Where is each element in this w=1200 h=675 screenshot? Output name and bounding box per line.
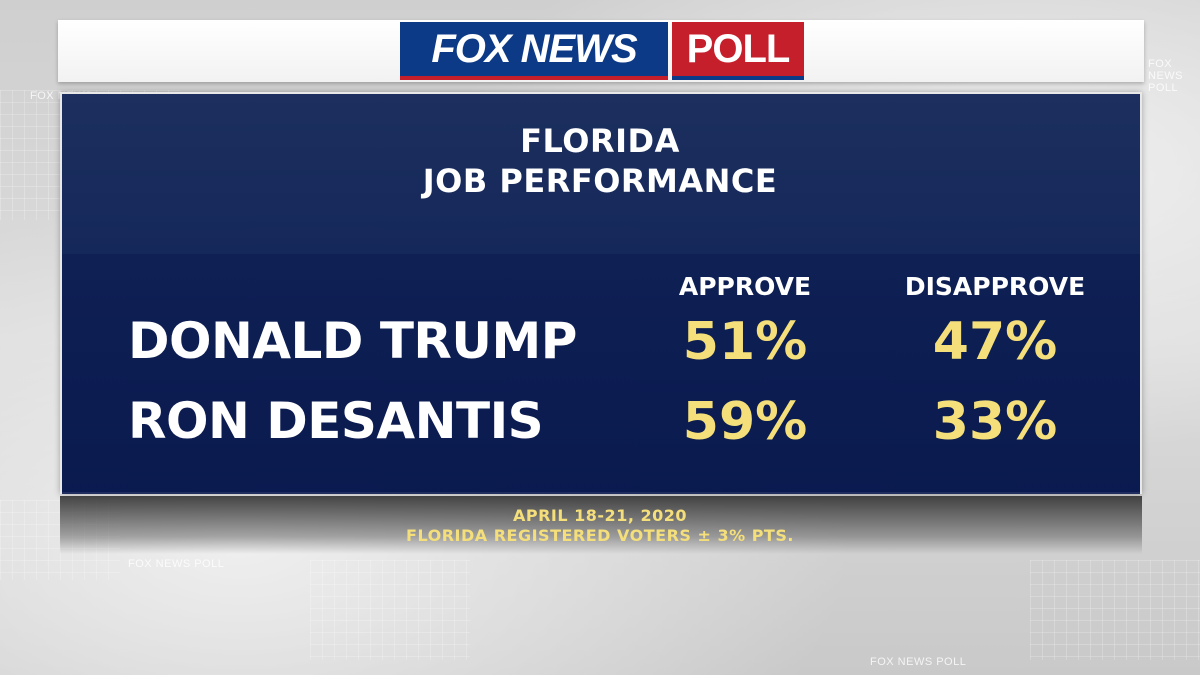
poll-results-panel bbox=[60, 92, 1142, 494]
fox-news-logo-text: FOX NEWS bbox=[431, 26, 637, 71]
candidate-name-trump: DONALD TRUMP bbox=[128, 312, 577, 370]
footer-band bbox=[60, 496, 1142, 554]
desantis-approve-value: 59% bbox=[682, 392, 808, 452]
background-watermark: FOX NEWS POLL bbox=[870, 656, 967, 668]
disapprove-column-header: DISAPPROVE bbox=[904, 272, 1086, 301]
fox-news-logo-block: FOX NEWS bbox=[400, 22, 668, 80]
candidate-name-desantis: RON DESANTIS bbox=[128, 392, 544, 450]
poll-sample-note: FLORIDA REGISTERED VOTERS ± 3% PTS. bbox=[406, 526, 794, 545]
background-watermark: FOX NEWS POLL bbox=[128, 558, 225, 570]
trump-approve-value: 51% bbox=[682, 312, 808, 372]
background-watermark: FOX NEWS POLL bbox=[1148, 58, 1183, 94]
poll-title-topic: JOB PERFORMANCE bbox=[422, 162, 778, 200]
background-grid-pattern bbox=[1030, 560, 1200, 660]
poll-logo-text: POLL bbox=[686, 26, 791, 71]
approve-column-header: APPROVE bbox=[678, 272, 812, 301]
poll-logo-block: POLL bbox=[672, 22, 804, 80]
background-grid-pattern bbox=[310, 560, 470, 660]
fox-news-poll-logo: FOX NEWS POLL bbox=[400, 22, 804, 80]
panel-lower-band bbox=[62, 254, 1140, 494]
trump-disapprove-value: 47% bbox=[932, 312, 1058, 372]
desantis-disapprove-value: 33% bbox=[932, 392, 1058, 452]
poll-title-state: FLORIDA bbox=[520, 122, 680, 160]
poll-date: APRIL 18-21, 2020 bbox=[513, 506, 687, 525]
